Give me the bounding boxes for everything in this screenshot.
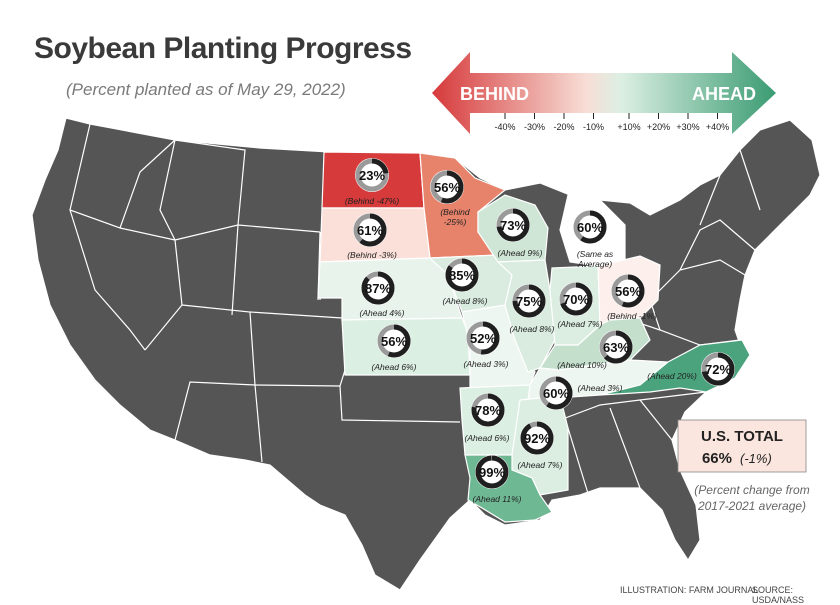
marker-mo: 52% (Ahead 3%) bbox=[464, 321, 509, 369]
marker-nc: 72% (Ahead 20%) bbox=[647, 352, 735, 386]
ring-progress bbox=[377, 324, 411, 358]
percent-planted: 72% bbox=[705, 362, 731, 377]
state-markers: 23% (Behind -47%) 56% (Behind -25%) 61% (Behin… bbox=[345, 158, 735, 504]
ring-progress bbox=[559, 282, 593, 316]
change-vs-average: (Ahead 20%) bbox=[647, 371, 697, 381]
us-total-panel: U.S. TOTAL 66% (-1%) (Percent change fro… bbox=[677, 419, 810, 513]
ring-progress bbox=[512, 284, 546, 318]
change-vs-average: (Ahead 7%) bbox=[558, 319, 603, 329]
us-total-value: 66% bbox=[702, 450, 732, 467]
scale-ticks: -40% -30% -20% -10% +10% +20% +30% +40% bbox=[494, 113, 729, 132]
change-vs-average: (Ahead 8%) bbox=[443, 296, 488, 306]
percent-planted: 56% bbox=[615, 284, 641, 299]
marker-oh: 56% (Behind -1%) bbox=[607, 274, 657, 321]
ring-progress bbox=[430, 170, 464, 204]
percent-planted: 78% bbox=[475, 403, 501, 418]
change-vs-average: (Ahead 7%) bbox=[518, 460, 563, 470]
change-vs-average: (Behind -47%) bbox=[345, 196, 400, 206]
marker-sd: 61% (Behind -3%) bbox=[347, 213, 397, 260]
ring-progress bbox=[445, 258, 479, 292]
percent-planted: 23% bbox=[359, 168, 385, 183]
percent-planted: 70% bbox=[563, 292, 589, 307]
ring-progress bbox=[466, 321, 500, 355]
marker-ks: 56% (Ahead 6%) bbox=[372, 324, 417, 372]
ring-progress bbox=[496, 208, 530, 242]
percent-planted: 73% bbox=[500, 218, 526, 233]
us-total-note-line1: (Percent change from bbox=[694, 483, 809, 497]
marker-la: 99% (Ahead 11%) bbox=[473, 455, 522, 504]
marker-wi: 73% (Ahead 9%) bbox=[496, 208, 543, 258]
change-vs-average: (Ahead 6%) bbox=[372, 362, 417, 372]
change-vs-average: (Ahead 3%) bbox=[578, 383, 623, 393]
percent-planted: 87% bbox=[365, 281, 391, 296]
change-vs-average: (Ahead 6%) bbox=[465, 433, 510, 443]
marker-tn: 60% (Ahead 3%) bbox=[539, 376, 623, 410]
percent-planted: 85% bbox=[449, 268, 475, 283]
scale-tick-label: +20% bbox=[647, 122, 670, 132]
ring-progress bbox=[539, 376, 573, 410]
percent-planted: 60% bbox=[577, 220, 603, 235]
percent-planted: 99% bbox=[479, 465, 505, 480]
ring-progress bbox=[471, 393, 505, 427]
percent-planted: 56% bbox=[434, 180, 460, 195]
ring-progress bbox=[611, 274, 645, 308]
map-title: Soybean Planting Progress bbox=[34, 32, 412, 65]
percent-planted: 61% bbox=[357, 223, 383, 238]
marker-nd: 23% (Behind -47%) bbox=[345, 158, 400, 206]
us-total-note-line2: 2017-2021 average) bbox=[697, 499, 806, 513]
marker-mi: 60% (Same as Average) bbox=[573, 210, 614, 269]
marker-ia: 85% (Ahead 8%) bbox=[443, 258, 488, 306]
scale-tick-label: +10% bbox=[617, 122, 640, 132]
percent-planted: 63% bbox=[603, 340, 629, 355]
marker-in: 70% (Ahead 7%) bbox=[558, 282, 603, 329]
ring-progress bbox=[355, 158, 389, 192]
scale-tick-label: -30% bbox=[524, 122, 545, 132]
scale-tick-label: +40% bbox=[706, 122, 729, 132]
marker-ky: 63% (Ahead 10%) bbox=[557, 330, 633, 370]
scale-arrow bbox=[432, 52, 776, 134]
marker-ar: 78% (Ahead 6%) bbox=[465, 393, 510, 443]
percent-planted: 60% bbox=[543, 386, 569, 401]
change-vs-average: (Same as Average) bbox=[577, 249, 614, 269]
ring-progress bbox=[353, 213, 387, 247]
change-vs-average: (Ahead 10%) bbox=[557, 360, 607, 370]
marker-ms: 92% (Ahead 7%) bbox=[518, 421, 563, 470]
change-vs-average: (Behind -25%) bbox=[440, 207, 470, 227]
scale-tick-label: -40% bbox=[494, 122, 515, 132]
change-vs-average: (Ahead 3%) bbox=[464, 359, 509, 369]
change-vs-average: (Ahead 8%) bbox=[510, 324, 555, 334]
percent-planted: 92% bbox=[524, 431, 550, 446]
change-vs-average: (Behind -1%) bbox=[607, 311, 657, 321]
ring-progress bbox=[599, 330, 633, 364]
marker-il: 75% (Ahead 8%) bbox=[510, 284, 555, 334]
change-vs-average: (Ahead 11%) bbox=[473, 494, 522, 504]
percent-planted: 75% bbox=[516, 294, 542, 309]
scale-tick-label: +30% bbox=[676, 122, 699, 132]
scale-tick-label: -20% bbox=[553, 122, 574, 132]
percent-planted: 56% bbox=[381, 334, 407, 349]
ring-progress bbox=[361, 271, 395, 305]
us-total-change: (-1%) bbox=[740, 451, 772, 466]
us-total-heading: U.S. TOTAL bbox=[701, 428, 783, 445]
change-vs-average: (Behind -3%) bbox=[347, 250, 397, 260]
percent-planted: 52% bbox=[470, 331, 496, 346]
ring-progress bbox=[573, 210, 607, 244]
ahead-label: AHEAD bbox=[692, 84, 756, 104]
scale-tick-label: -10% bbox=[583, 122, 604, 132]
ring-progress bbox=[701, 352, 735, 386]
change-vs-average: (Ahead 9%) bbox=[498, 248, 543, 258]
marker-mn: 56% (Behind -25%) bbox=[430, 170, 470, 227]
marker-ne: 87% (Ahead 4%) bbox=[360, 271, 405, 318]
us-total-box bbox=[677, 419, 807, 473]
footer-source: SOURCE: USDA/NASS bbox=[752, 585, 805, 605]
behind-label: BEHIND bbox=[460, 84, 529, 104]
ring-progress bbox=[520, 421, 554, 455]
map-subtitle: (Percent planted as of May 29, 2022) bbox=[66, 80, 346, 99]
change-vs-average: (Ahead 4%) bbox=[360, 308, 405, 318]
scale-legend: BEHIND AHEAD -40% -30% -20% -10% +10% +20% +30… bbox=[432, 52, 776, 134]
footer-illustration-credit: ILLUSTRATION: FARM JOURNAL bbox=[620, 585, 759, 595]
ring-progress bbox=[475, 455, 509, 489]
